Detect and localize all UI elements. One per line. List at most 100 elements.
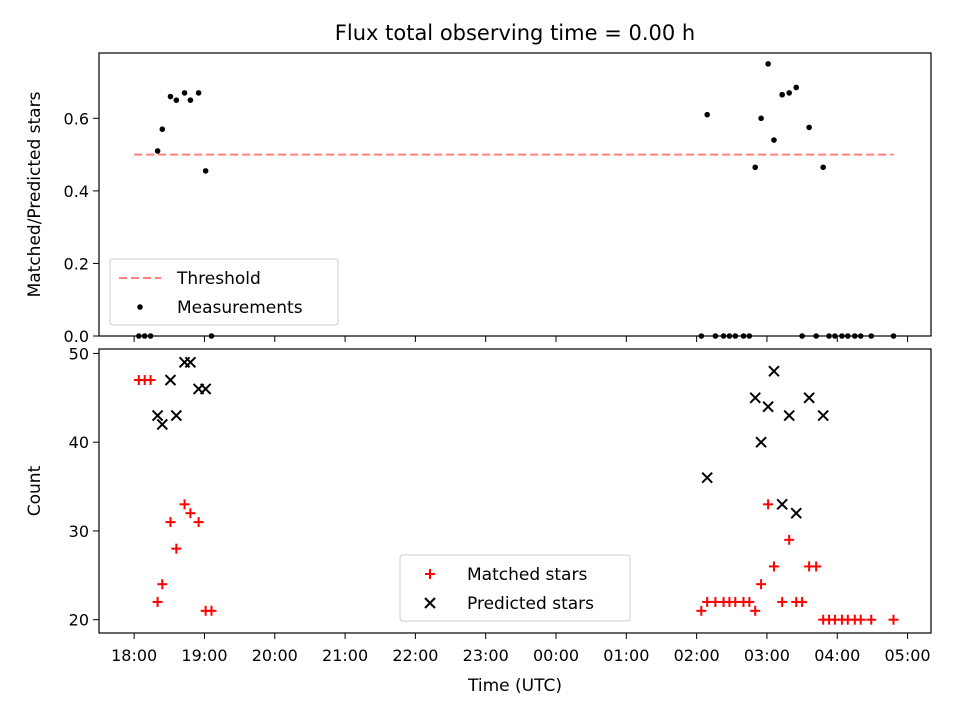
measurement-point (779, 91, 785, 98)
bottom-y-tick-label: 20 (69, 611, 89, 630)
measurement-point (698, 333, 705, 339)
measurement-point (208, 333, 215, 339)
bottom-x-tick-label: 23:00 (463, 646, 509, 665)
chart-title: Flux total observing time = 0.00 h (335, 21, 695, 45)
measurement-point (839, 333, 845, 339)
matched-stars-point (797, 596, 808, 607)
matched-stars-point (179, 499, 190, 510)
bottom-x-tick-label: 03:00 (744, 646, 790, 665)
measurement-point (799, 333, 805, 339)
predicted-stars-point (768, 365, 780, 377)
measurement-point (136, 333, 142, 339)
bottom-x-tick-label: 01:00 (603, 646, 649, 665)
measurement-point (786, 90, 793, 96)
top-y-tick-label: 0.4 (64, 182, 89, 201)
measurement-point (141, 333, 148, 339)
predicted-stars-point (755, 436, 767, 448)
bottom-legend-box (399, 554, 631, 622)
measurement-point (852, 333, 858, 339)
measurement-point (868, 333, 875, 339)
bottom-x-tick-label: 18:00 (111, 646, 157, 665)
measurement-point (813, 333, 819, 339)
matched-stars-point (696, 605, 707, 616)
predicted-stars-point (790, 507, 802, 519)
measurement-point (771, 137, 777, 143)
predicted-stars-point (803, 392, 815, 404)
bottom-x-tick-label: 20:00 (252, 646, 298, 665)
matched-stars-point (185, 508, 196, 519)
legend-entry-label: Predicted stars (467, 594, 594, 614)
measurement-point (173, 97, 180, 103)
measurement-point (720, 333, 727, 339)
matched-stars-point (157, 579, 168, 590)
measurement-point (857, 333, 864, 339)
legend-measurement-swatch (137, 304, 143, 310)
bottom-axes-frame (98, 348, 932, 634)
measurement-point (826, 333, 832, 339)
bottom-x-tick-label: 22:00 (392, 646, 438, 665)
matched-stars-point (768, 561, 779, 572)
matched-stars-point (866, 614, 877, 625)
bottom-y-axis-label: Count (25, 465, 45, 516)
measurement-point (154, 148, 161, 154)
predicted-stars-point (749, 392, 761, 404)
bottom-y-tick-label: 40 (69, 433, 89, 452)
matched-stars-point (855, 614, 866, 625)
predicted-stars-point (701, 471, 713, 484)
x-axis-label: Time (UTC) (467, 676, 562, 696)
legend-entry-label: Measurements (177, 298, 303, 318)
matched-stars-point (165, 517, 176, 528)
top-y-axis-label: Matched/Predicted stars (25, 91, 45, 297)
matched-stars-point (763, 499, 774, 510)
measurement-point (765, 61, 771, 67)
predicted-stars-point (762, 400, 774, 413)
measurement-point (758, 115, 764, 122)
bottom-x-tick-label: 19:00 (181, 646, 227, 665)
measurement-point (793, 84, 800, 91)
bottom-x-tick-label: 02:00 (674, 646, 720, 665)
measurement-point (746, 333, 753, 339)
measurement-point (890, 333, 897, 339)
measurement-point (740, 333, 747, 339)
bottom-x-tick-label: 00:00 (533, 646, 579, 665)
measurement-point (147, 333, 154, 339)
top-legend-box (109, 258, 339, 326)
matched-stars-point (784, 534, 795, 545)
measurement-point (845, 333, 851, 339)
matched-stars-point (750, 605, 761, 616)
legend-entry-label: Threshold (176, 269, 261, 289)
top-panel: 0.0 0.2 0.4 0.6 Matched/Predicted stars Thres… (25, 52, 932, 346)
measurement-point (202, 168, 209, 174)
bottom-y-tick-label: 30 (69, 522, 89, 541)
measurement-point (832, 333, 838, 339)
bottom-x-tick-label: 05:00 (885, 646, 931, 665)
top-axes-frame (98, 52, 932, 337)
matched-stars-point (171, 543, 182, 554)
measurement-point (181, 90, 188, 96)
measurement-point (732, 333, 739, 339)
measurement-point (752, 164, 759, 171)
predicted-stars-point (170, 409, 183, 422)
matched-stars-point (206, 605, 217, 616)
matched-stars-point (811, 561, 822, 572)
measurement-point (159, 126, 166, 132)
measurement-point (712, 333, 719, 339)
measurement-point (820, 164, 826, 171)
measurement-point (806, 124, 812, 131)
legend-entry-label: Matched stars (467, 565, 587, 585)
measurement-point (726, 333, 733, 339)
bottom-x-tick-label: 21:00 (322, 646, 368, 665)
measurement-point (195, 90, 202, 96)
legend-predicted-swatch (424, 597, 436, 609)
predicted-stars-point (151, 409, 164, 422)
predicted-stars-point (783, 409, 795, 422)
matched-stars-point (145, 375, 156, 386)
predicted-stars-point (817, 409, 829, 422)
bottom-panel: 20 30 40 50 18:00 19:00 20:00 21:00 22:00 23:00 00… (25, 344, 932, 665)
top-y-tick-label: 0.6 (64, 109, 89, 128)
measurement-point (167, 93, 174, 100)
matched-stars-point (193, 517, 204, 528)
predicted-stars-point (184, 356, 197, 369)
matched-stars-point (888, 614, 899, 625)
